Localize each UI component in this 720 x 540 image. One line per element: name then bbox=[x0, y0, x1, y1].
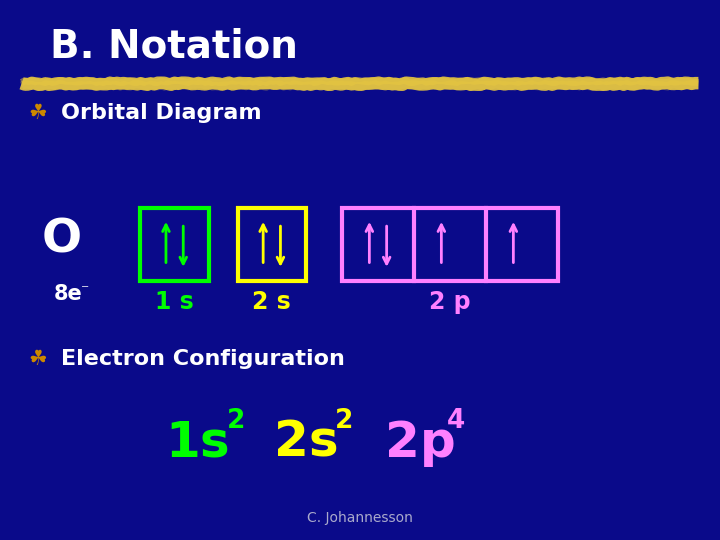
Text: 1 s: 1 s bbox=[156, 291, 194, 314]
Text: 4: 4 bbox=[446, 408, 464, 434]
Text: B. Notation: B. Notation bbox=[50, 27, 298, 65]
Bar bbox=[238, 208, 306, 281]
Text: ☘: ☘ bbox=[29, 103, 48, 124]
Text: ☘: ☘ bbox=[29, 349, 48, 369]
Text: 1s: 1s bbox=[166, 419, 230, 467]
Text: Electron Configuration: Electron Configuration bbox=[61, 349, 345, 369]
Bar bbox=[342, 208, 558, 281]
Text: 8e: 8e bbox=[54, 284, 83, 305]
Bar bbox=[140, 208, 209, 281]
Text: O: O bbox=[41, 218, 81, 263]
Text: ⁻: ⁻ bbox=[81, 282, 89, 298]
Text: 2s: 2s bbox=[274, 419, 338, 467]
Text: 2 p: 2 p bbox=[429, 291, 471, 314]
Text: 2: 2 bbox=[335, 408, 354, 434]
Text: 2: 2 bbox=[227, 408, 246, 434]
Text: 2 s: 2 s bbox=[253, 291, 291, 314]
Text: C. Johannesson: C. Johannesson bbox=[307, 511, 413, 525]
Text: Orbital Diagram: Orbital Diagram bbox=[61, 103, 262, 124]
Text: 2p: 2p bbox=[385, 419, 456, 467]
